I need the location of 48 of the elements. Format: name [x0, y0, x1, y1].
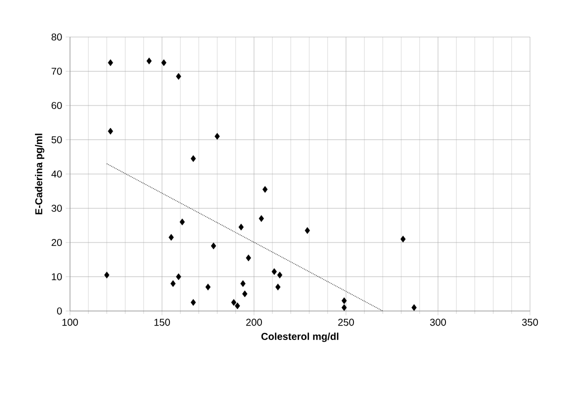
point [161, 59, 166, 66]
point [262, 186, 268, 193]
y-tick-label: 20 [52, 238, 62, 246]
point [246, 254, 252, 262]
point [190, 155, 196, 162]
x-tick-label: 250 [338, 318, 354, 326]
point [242, 290, 248, 298]
y-tick-label: 80 [52, 33, 62, 41]
x-axis-title: Colesterol mg/dl [261, 332, 338, 342]
point [277, 272, 282, 278]
y-axis-title: E-Caderina pg/ml [34, 134, 44, 214]
x-tick-label: 100 [62, 318, 78, 326]
point [205, 284, 211, 290]
x-tick-label: 200 [246, 318, 262, 326]
point [258, 215, 264, 222]
y-tick-label: 40 [51, 170, 62, 178]
point [190, 299, 196, 306]
y-tick-label: 60 [52, 102, 62, 110]
point [180, 218, 185, 226]
point [240, 280, 246, 287]
point [342, 297, 347, 304]
y-tick-label: 10 [52, 273, 62, 280]
y-tick-label: 70 [52, 68, 62, 75]
point [170, 280, 176, 287]
point [238, 224, 244, 230]
point [234, 302, 240, 310]
point [210, 242, 216, 250]
point [231, 299, 236, 306]
point [342, 304, 347, 311]
point [104, 272, 110, 278]
point [108, 59, 114, 66]
x-tick-label: 300 [430, 318, 446, 326]
point [272, 268, 277, 275]
point [400, 236, 406, 242]
point [275, 284, 281, 290]
point [146, 58, 152, 64]
point [168, 234, 174, 241]
point [304, 227, 310, 234]
point [214, 132, 220, 140]
point [411, 304, 417, 311]
y-tick-label: 30 [52, 204, 62, 212]
y-tick-label: 50 [52, 136, 62, 144]
x-tick-label: 150 [154, 318, 170, 326]
x-tick-label: 350 [522, 318, 538, 326]
y-tick-label: 0 [57, 307, 62, 315]
point [176, 273, 182, 280]
point [176, 73, 182, 80]
point [108, 128, 114, 135]
